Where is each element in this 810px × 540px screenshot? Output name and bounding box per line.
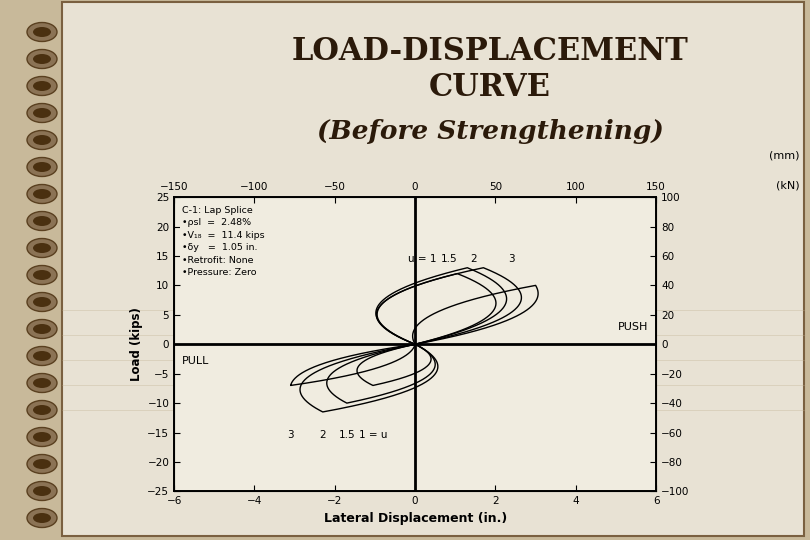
Ellipse shape [27,428,57,447]
Ellipse shape [27,158,57,177]
Ellipse shape [27,266,57,285]
Text: 3: 3 [288,430,294,441]
Text: u = 1: u = 1 [408,254,437,264]
Ellipse shape [33,162,51,172]
Text: 3: 3 [508,254,515,264]
Ellipse shape [27,212,57,231]
Ellipse shape [33,513,51,523]
Ellipse shape [27,185,57,204]
X-axis label: Lateral Displacement (in.): Lateral Displacement (in.) [323,512,507,525]
Text: 1 = u: 1 = u [359,430,387,441]
Ellipse shape [27,374,57,393]
Ellipse shape [33,243,51,253]
Text: C-1: Lap Splice
•ρsl  =  2.48%
•V₁₈  =  11.4 kips
•δy   =  1.05 in.
•Retrofit: N: C-1: Lap Splice •ρsl = 2.48% •V₁₈ = 11.4… [182,206,265,278]
Text: 1.5: 1.5 [441,254,458,264]
Ellipse shape [27,482,57,501]
Text: PULL: PULL [182,356,210,366]
Ellipse shape [33,486,51,496]
Text: (mm): (mm) [770,150,800,160]
Text: (Before Strengthening): (Before Strengthening) [317,119,663,145]
Ellipse shape [27,77,57,96]
Text: (kN): (kN) [776,180,800,190]
Text: 1.5: 1.5 [339,430,355,441]
Ellipse shape [27,104,57,123]
Ellipse shape [33,135,51,145]
Text: LOAD-DISPLACEMENT: LOAD-DISPLACEMENT [292,37,688,68]
Ellipse shape [33,459,51,469]
Ellipse shape [27,50,57,69]
Ellipse shape [33,54,51,64]
Ellipse shape [33,27,51,37]
Ellipse shape [33,189,51,199]
Ellipse shape [27,347,57,366]
Ellipse shape [27,455,57,474]
Ellipse shape [27,320,57,339]
Ellipse shape [33,216,51,226]
Ellipse shape [33,378,51,388]
Ellipse shape [33,108,51,118]
Y-axis label: Load (kips): Load (kips) [130,307,143,381]
Ellipse shape [33,432,51,442]
Ellipse shape [27,23,57,42]
Ellipse shape [33,351,51,361]
Ellipse shape [27,293,57,312]
Text: 2: 2 [470,254,476,264]
Ellipse shape [33,81,51,91]
Ellipse shape [27,131,57,150]
Text: PUSH: PUSH [618,322,648,333]
Ellipse shape [33,405,51,415]
FancyBboxPatch shape [62,2,804,536]
Text: 2: 2 [319,430,326,441]
Ellipse shape [27,401,57,420]
Ellipse shape [33,324,51,334]
Ellipse shape [27,239,57,258]
Ellipse shape [33,270,51,280]
Ellipse shape [33,297,51,307]
Ellipse shape [27,509,57,528]
Text: CURVE: CURVE [429,72,551,104]
